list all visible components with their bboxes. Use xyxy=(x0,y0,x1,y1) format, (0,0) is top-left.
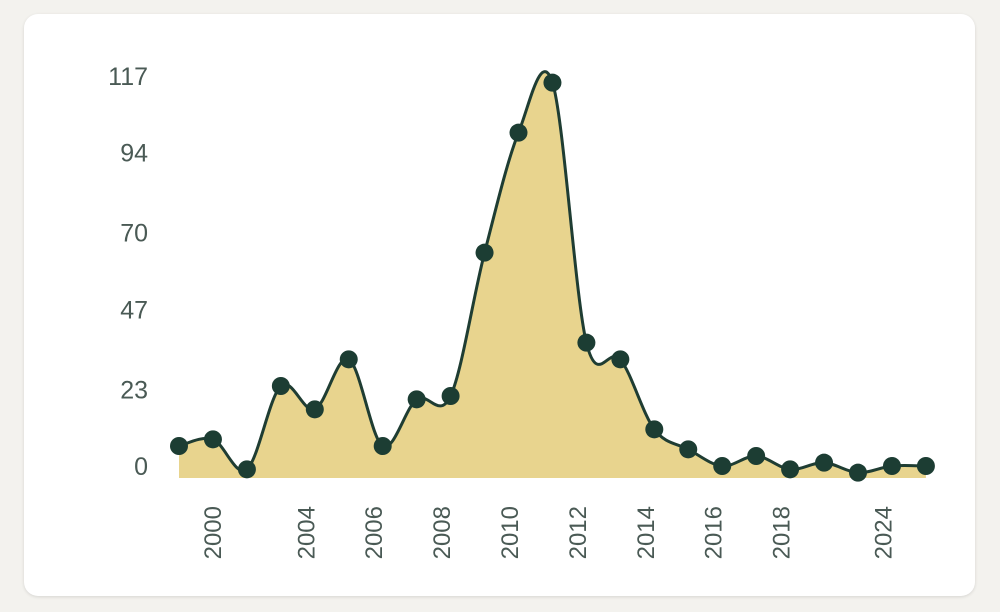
marker-layer xyxy=(170,73,935,482)
data-point-2006 xyxy=(407,390,426,409)
y-tick-label: 0 xyxy=(134,453,148,481)
data-point-2019 xyxy=(849,463,867,482)
y-tick-label: 94 xyxy=(120,140,148,168)
data-point-2003 xyxy=(305,400,324,419)
data-point-2014 xyxy=(679,440,698,459)
data-point-2010 xyxy=(543,73,562,92)
data-point-2005 xyxy=(373,437,392,455)
data-point-2013 xyxy=(645,420,664,439)
y-tick-label: 117 xyxy=(108,63,148,91)
data-point-2012 xyxy=(611,350,630,369)
data-point-2011 xyxy=(577,333,596,352)
y-tick-label: 47 xyxy=(120,296,148,324)
data-point-2007 xyxy=(441,387,460,405)
area-fill xyxy=(179,71,926,479)
data-point-2008 xyxy=(475,243,494,262)
x-tick-label: 2010 xyxy=(497,506,524,559)
y-tick-label: 70 xyxy=(120,220,148,248)
data-point-2021 xyxy=(916,457,935,475)
x-tick-label: 2000 xyxy=(200,506,227,559)
x-tick-label: 2012 xyxy=(565,506,592,559)
data-point-2015 xyxy=(713,457,732,475)
x-tick-label: 2008 xyxy=(429,506,456,559)
data-point-2017 xyxy=(781,460,800,479)
data-point-2002 xyxy=(271,377,290,395)
x-tick-label: 2004 xyxy=(293,506,320,559)
x-tick-label: 2024 xyxy=(871,506,898,559)
data-point-2000 xyxy=(203,430,222,449)
data-point-1999 xyxy=(170,437,188,455)
data-point-2004 xyxy=(339,350,358,369)
x-tick-label: 2006 xyxy=(361,506,388,559)
x-axis: 2000 2004 2006 2008 2010 2012 2014 2016 2018 2024 xyxy=(200,506,898,559)
x-tick-label: 2016 xyxy=(701,506,728,559)
area-layer xyxy=(179,71,926,479)
y-axis: 0 23 47 70 94 117 xyxy=(108,63,148,481)
data-point-2001 xyxy=(237,460,256,479)
x-tick-label: 2014 xyxy=(633,506,660,559)
data-point-2009 xyxy=(509,123,528,142)
data-point-2016 xyxy=(747,447,766,465)
data-point-2020 xyxy=(882,457,901,475)
data-point-2018 xyxy=(815,453,834,472)
y-tick-label: 23 xyxy=(120,376,148,404)
x-tick-label: 2018 xyxy=(769,506,796,559)
